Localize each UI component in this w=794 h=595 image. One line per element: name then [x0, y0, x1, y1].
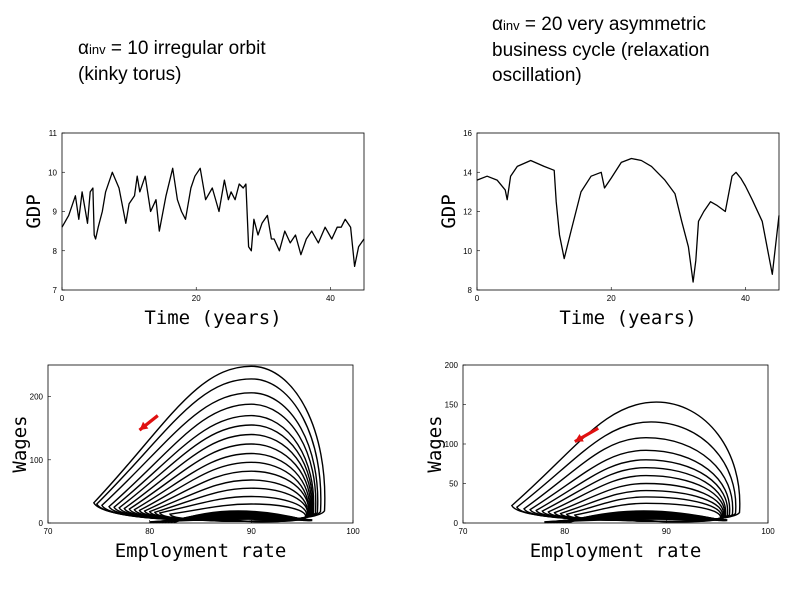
x-tick-label: 70 — [44, 527, 53, 536]
x-axis-title: Time (years) — [144, 307, 281, 329]
chart-gdp-right: 0 20 40 8 10 12 14 16 Time (years) GDP — [438, 129, 780, 329]
y-tick-label: 16 — [463, 129, 472, 138]
gdp-series-line — [476, 157, 780, 283]
y-tick-label: 14 — [463, 168, 472, 177]
orbit-loop — [113, 414, 315, 522]
y-axis-title: GDP — [438, 194, 460, 228]
x-tick-label: 80 — [560, 527, 569, 536]
y-tick-label: 9 — [53, 208, 58, 217]
y-tick-label: 150 — [445, 401, 459, 410]
x-tick-label: 90 — [662, 527, 671, 536]
alpha-subscript: inv — [88, 42, 106, 57]
plot-frame — [476, 132, 780, 291]
caption-left: αinv = 10 irregular orbit (kinky torus) — [78, 36, 266, 87]
alpha-symbol: α — [78, 38, 89, 59]
y-tick-label: 12 — [463, 208, 472, 217]
y-tick-label: 8 — [468, 286, 473, 295]
x-tick-label: 20 — [192, 294, 201, 303]
caption-right-text-1: = 20 very asymmetric — [519, 14, 706, 35]
orbit-loop — [128, 443, 312, 523]
x-tick-label: 90 — [247, 527, 256, 536]
caption-right-line1: αinv = 20 very asymmetric — [492, 12, 710, 38]
x-tick-label: 40 — [326, 294, 335, 303]
x-axis-title: Time (years) — [559, 307, 696, 329]
y-tick-label: 100 — [445, 440, 459, 449]
direction-arrow-head — [574, 433, 584, 442]
orbit-loop — [92, 365, 326, 522]
x-tick-label: 40 — [741, 294, 750, 303]
y-axis-title: GDP — [23, 194, 45, 228]
caption-left-text-2: (kinky torus) — [78, 63, 182, 85]
caption-right-text-2: business cycle (relaxation — [492, 39, 710, 61]
x-tick-label: 100 — [346, 527, 360, 536]
plot-frame — [61, 132, 365, 291]
y-tick-label: 200 — [30, 393, 44, 402]
caption-left-line1: αinv = 10 irregular orbit — [78, 36, 266, 62]
y-axis-title: Wages — [9, 415, 31, 472]
gdp-series-line — [61, 167, 365, 268]
plot-frame — [47, 364, 354, 524]
chart-phase-left: 70 80 90 100 0 100 200 Employment rate Wages — [9, 364, 360, 562]
y-tick-label: 11 — [49, 129, 58, 138]
y-tick-label: 200 — [445, 361, 459, 370]
caption-left-text-1: = 10 irregular orbit — [105, 38, 266, 59]
y-tick-label: 10 — [48, 168, 57, 177]
orbit-core-band — [568, 510, 720, 524]
orbit-core-band — [173, 510, 305, 524]
y-axis-title: Wages — [424, 415, 446, 472]
alpha-symbol: α — [492, 14, 503, 35]
y-tick-label: 100 — [30, 456, 44, 465]
x-tick-label: 0 — [475, 294, 480, 303]
y-tick-label: 8 — [53, 247, 58, 256]
direction-arrow-head — [139, 421, 149, 431]
x-axis-title: Employment rate — [115, 540, 287, 562]
y-tick-label: 10 — [463, 247, 472, 256]
caption-right: αinv = 20 very asymmetric business cycle… — [492, 12, 710, 89]
x-tick-label: 0 — [60, 294, 65, 303]
y-tick-label: 0 — [454, 519, 459, 528]
alpha-subscript: inv — [502, 18, 520, 33]
y-tick-label: 0 — [39, 519, 44, 528]
x-tick-label: 70 — [459, 527, 468, 536]
chart-phase-right: 70 80 90 100 0 50 100 150 200 Employment rate Wage… — [424, 361, 775, 562]
y-tick-label: 50 — [449, 480, 458, 489]
x-axis-title: Employment rate — [530, 540, 702, 562]
x-tick-label: 20 — [607, 294, 616, 303]
caption-right-text-3: oscillation) — [492, 65, 582, 87]
y-tick-label: 7 — [53, 286, 58, 295]
chart-gdp-left: 0 20 40 7 8 9 10 11 Time (years) GDP — [23, 129, 365, 329]
x-tick-label: 80 — [145, 527, 154, 536]
orbit-loop — [516, 421, 737, 522]
x-tick-label: 100 — [761, 527, 775, 536]
